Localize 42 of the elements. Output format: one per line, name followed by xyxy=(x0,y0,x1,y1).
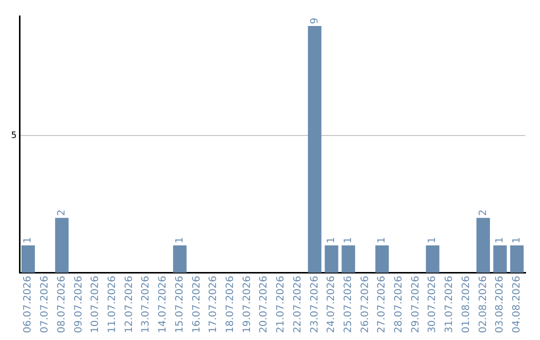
data-label: 9 xyxy=(309,18,320,24)
x-tick-label: 25.07.2026 xyxy=(342,276,354,334)
x-tick-label: 08.07.2026 xyxy=(56,276,68,334)
x-tick-label: 15.07.2026 xyxy=(174,276,186,334)
x-tick-label: 10.07.2026 xyxy=(90,276,102,334)
x-tick-label: 17.07.2026 xyxy=(208,276,220,334)
x-tick-label: 04.08.2026 xyxy=(511,276,522,334)
data-label: 1 xyxy=(511,236,522,244)
x-tick-label: 18.07.2026 xyxy=(224,276,236,334)
data-label: 2 xyxy=(478,210,489,216)
data-label: 1 xyxy=(326,236,338,244)
x-tick-label: 13.07.2026 xyxy=(140,276,152,334)
x-tick-label: 06.07.2026 xyxy=(22,276,34,334)
x-tick-label: 30.07.2026 xyxy=(427,276,438,334)
x-tick-label: 01.08.2026 xyxy=(460,276,472,334)
x-tick-label: 03.08.2026 xyxy=(494,276,506,334)
data-label: 1 xyxy=(174,236,186,244)
x-tick-label: 24.07.2026 xyxy=(326,276,338,334)
y-tick-label: 5 xyxy=(10,131,17,142)
x-tick-label: 02.08.2026 xyxy=(478,276,489,334)
data-label: 1 xyxy=(22,236,34,244)
data-label: 1 xyxy=(494,236,506,244)
x-tick-label: 20.07.2026 xyxy=(258,276,270,334)
x-tick-label: 22.07.2026 xyxy=(292,276,304,334)
x-tick-label: 12.07.2026 xyxy=(124,276,135,334)
x-tick-label: 16.07.2026 xyxy=(191,276,202,334)
x-tick-label: 11.07.2026 xyxy=(107,276,118,334)
x-tick-label: 21.07.2026 xyxy=(276,276,287,334)
data-label: 1 xyxy=(342,236,354,244)
data-label: 2 xyxy=(56,210,68,216)
x-tick-label: 19.07.2026 xyxy=(242,276,253,334)
x-tick-label: 29.07.2026 xyxy=(410,276,422,334)
x-tick-label: 27.07.2026 xyxy=(376,276,388,334)
x-tick-label: 23.07.2026 xyxy=(309,276,320,334)
x-tick-label: 31.07.2026 xyxy=(444,276,456,334)
x-tick-label: 09.07.2026 xyxy=(73,276,84,334)
x-tick-label: 07.07.2026 xyxy=(40,276,51,334)
x-tick-label: 28.07.2026 xyxy=(394,276,405,334)
data-label: 1 xyxy=(376,236,388,244)
x-tick-label: 26.07.2026 xyxy=(360,276,371,334)
x-tick-label: 14.07.2026 xyxy=(158,276,169,334)
data-label: 1 xyxy=(427,236,438,244)
